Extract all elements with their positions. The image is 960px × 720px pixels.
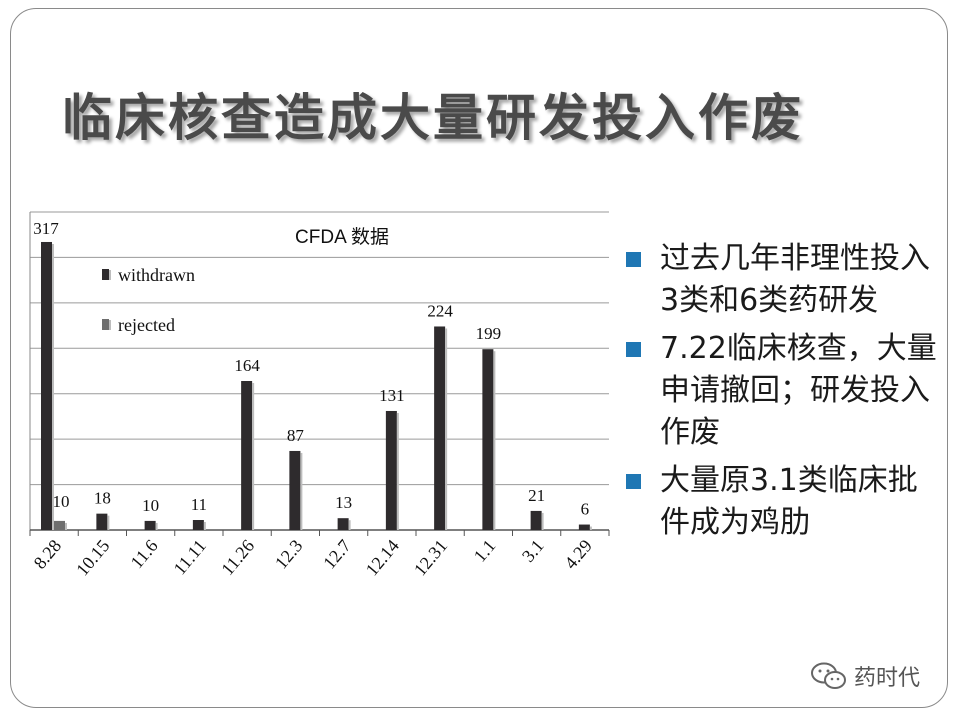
legend-swatch-side <box>109 320 111 330</box>
category-label: 12.14 <box>362 536 403 580</box>
withdrawn-bar-side <box>107 515 110 530</box>
data-label: 131 <box>379 386 405 405</box>
data-label: 224 <box>427 301 453 320</box>
rejected-bar-side <box>65 522 67 530</box>
bullet-text: 过去几年非理性投入3类和6类药研发 <box>660 241 930 318</box>
withdrawn-bar <box>192 520 204 530</box>
category-label: 8.28 <box>30 536 66 573</box>
legend-swatch <box>102 319 109 330</box>
data-label: 10 <box>142 496 159 515</box>
bullet-item: 过去几年非理性投入3类和6类药研发 <box>624 238 940 322</box>
withdrawn-bar <box>337 518 349 530</box>
withdrawn-bar-side <box>348 520 351 530</box>
withdrawn-bar-side <box>445 328 448 530</box>
slide-title: 临床核查造成大量研发投入作废 <box>62 88 804 147</box>
category-label: 3.1 <box>518 536 548 566</box>
rejected-bar <box>54 520 65 530</box>
bullet-list: 过去几年非理性投入3类和6类药研发 7.22临床核查，大量申请撤回；研发投入作废… <box>624 238 940 550</box>
withdrawn-bar <box>96 513 108 530</box>
withdrawn-bar-side <box>541 512 544 530</box>
data-label: 21 <box>528 486 545 505</box>
category-label: 11.6 <box>127 536 162 572</box>
watermark-text: 药时代 <box>854 666 921 691</box>
bullet-square-icon <box>626 474 641 489</box>
bullet-square-icon <box>626 252 641 267</box>
data-label: 11 <box>191 495 207 514</box>
withdrawn-bar <box>434 326 446 530</box>
withdrawn-bar <box>41 241 52 531</box>
withdrawn-bar <box>144 520 156 530</box>
withdrawn-bar <box>578 524 590 530</box>
withdrawn-bar <box>289 450 301 530</box>
withdrawn-bar-side <box>203 522 206 530</box>
watermark: 药时代 <box>810 660 940 692</box>
bullet-square-icon <box>626 342 641 357</box>
data-label: 6 <box>581 500 590 519</box>
chart-title: CFDA 数据 <box>295 226 389 248</box>
data-label: 18 <box>94 489 111 508</box>
withdrawn-bar <box>241 380 253 530</box>
bullet-item: 7.22临床核查，大量申请撤回；研发投入作废 <box>624 328 940 454</box>
category-label: 4.29 <box>560 536 596 573</box>
data-label: 87 <box>287 426 305 445</box>
wechat-icon <box>811 662 846 689</box>
category-label: 1.1 <box>470 536 500 566</box>
category-label: 12.7 <box>319 536 355 573</box>
category-label: 12.31 <box>410 536 451 580</box>
data-label: 317 <box>33 219 59 238</box>
withdrawn-bar-side <box>493 351 496 530</box>
bullet-text: 大量原3.1类临床批件成为鸡肋 <box>660 463 918 540</box>
withdrawn-bar <box>530 510 542 530</box>
withdrawn-bar-side <box>155 522 158 530</box>
withdrawn-bar-side <box>52 243 54 531</box>
slide-frame <box>10 8 948 708</box>
legend-label: rejected <box>118 315 175 335</box>
data-label: 164 <box>234 356 260 375</box>
data-label: 13 <box>335 493 352 512</box>
legend-swatch <box>102 269 109 280</box>
data-label: 199 <box>476 324 502 343</box>
bullet-item: 大量原3.1类临床批件成为鸡肋 <box>624 460 940 544</box>
withdrawn-bar-side <box>300 452 303 530</box>
withdrawn-bar-side <box>396 412 399 530</box>
category-label: 12.3 <box>271 536 307 573</box>
data-label: 10 <box>53 492 70 511</box>
legend-swatch-side <box>109 270 111 280</box>
bullet-text: 7.22临床核查，大量申请撤回；研发投入作废 <box>660 331 937 450</box>
withdrawn-bar <box>385 410 397 530</box>
category-label: 11.11 <box>169 536 210 579</box>
legend-label: withdrawn <box>118 265 195 285</box>
category-label: 10.15 <box>72 536 113 580</box>
withdrawn-bar <box>482 349 494 530</box>
withdrawn-bar-side <box>252 382 255 530</box>
withdrawn-bar-side <box>589 526 592 530</box>
category-label: 11.26 <box>217 536 258 579</box>
